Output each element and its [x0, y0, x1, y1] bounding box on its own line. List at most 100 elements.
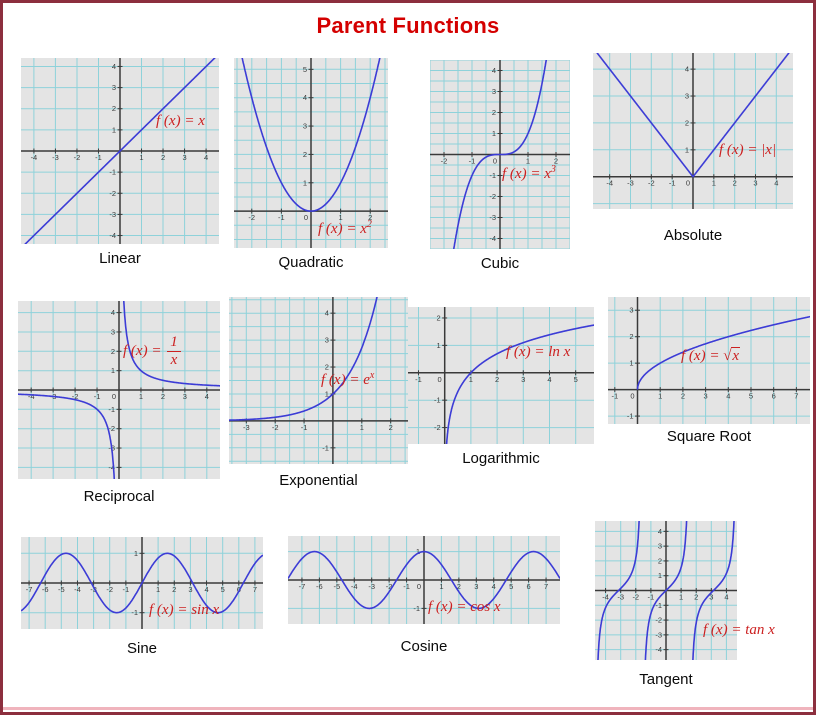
y-tick-label: 3: [492, 87, 496, 96]
x-tick-label: 4: [547, 375, 551, 384]
cubic-formula: f (x) = x3: [502, 165, 556, 182]
y-tick-label: 5: [303, 65, 307, 74]
x-tick-label: 2: [457, 582, 461, 591]
y-tick-label: 1: [111, 366, 115, 375]
x-tick-label: 3: [183, 392, 187, 401]
x-tick-label: -1: [415, 375, 422, 384]
chart-linear: -4 -3 -2 -1 1 2 3 4 -4 -3 -2 -1 1 2 3 4 f (x) = x Linea…: [21, 58, 219, 267]
x-tick-label: -7: [299, 582, 306, 591]
linear-formula: f (x) = x: [156, 114, 205, 129]
x-tick-label: 7: [253, 585, 257, 594]
formula-exponent: 3: [550, 164, 556, 175]
tangent-plot: -4 -3 -2 -1 1 2 3 4 -4 -3 -2 -1 1 2 3 4: [595, 521, 737, 660]
cubic-caption: Cubic: [480, 255, 520, 272]
y-tick-label: 4: [325, 309, 329, 318]
y-tick-label: 4: [111, 308, 115, 317]
formula-prefix: f (x) =: [123, 342, 166, 359]
x-tick-label: 2: [368, 213, 372, 222]
formula-exponent: x: [369, 370, 375, 381]
x-tick-label: 4: [724, 593, 728, 602]
y-tick-label: 2: [437, 313, 441, 322]
x-tick-label: -2: [648, 179, 655, 188]
y-tick-label: 4: [303, 93, 307, 102]
x-tick-label: 1: [712, 179, 716, 188]
y-tick-label: -4: [489, 234, 496, 243]
linear-plot: -4 -3 -2 -1 1 2 3 4 -4 -3 -2 -1 1 2 3 4: [21, 58, 219, 244]
y-tick-label: 1: [325, 389, 329, 398]
y-tick-label: 2: [629, 332, 633, 341]
sine-plot: -7 -6 -5 -4 -3 -2 -1 1 2 3 4 5 6 7 1 -1: [21, 537, 263, 629]
x-tick-label: 3: [704, 392, 708, 401]
function-curve: [18, 301, 220, 479]
quadratic-caption: Quadratic: [278, 254, 344, 271]
y-tick-label: 4: [112, 62, 116, 71]
formula-main: x: [360, 221, 367, 237]
y-tick-label: 4: [685, 65, 689, 74]
x-tick-label: -7: [26, 585, 33, 594]
x-tick-label: -2: [272, 423, 279, 432]
function-curve: [288, 550, 560, 610]
x-tick-label: 3: [474, 582, 478, 591]
axes: [408, 307, 594, 444]
x-tick-label: 1: [526, 157, 530, 166]
formula-sqrt: √x: [723, 347, 741, 364]
x-tick-label: -3: [52, 153, 59, 162]
x-tick-label: 1: [139, 153, 143, 162]
x-tick-label: -3: [243, 423, 250, 432]
x-tick-label: 3: [521, 375, 525, 384]
quadratic-formula: f (x) = x2: [318, 220, 372, 237]
x-tick-label: 0: [417, 582, 421, 591]
y-tick-label: 2: [325, 363, 329, 372]
x-tick-label: 4: [774, 179, 778, 188]
x-tick-label: 1: [139, 392, 143, 401]
x-tick-label: 0: [438, 375, 442, 384]
x-tick-label: -6: [316, 582, 323, 591]
x-tick-label: 1: [339, 213, 343, 222]
y-tick-label: 2: [112, 104, 116, 113]
y-tick-label: 3: [303, 122, 307, 131]
y-tick-label: 2: [111, 347, 115, 356]
logarithmic-caption: Logarithmic: [462, 450, 540, 467]
y-tick-label: 1: [658, 571, 662, 580]
y-tick-label: -3: [655, 630, 662, 639]
x-tick-label: -2: [74, 153, 81, 162]
formula-prefix: f (x) =: [321, 372, 364, 388]
x-tick-label: 2: [733, 179, 737, 188]
y-tick-label: 1: [629, 359, 633, 368]
y-tick-label: -2: [655, 616, 662, 625]
y-tick-label: 4: [658, 527, 662, 536]
square-root-caption: Square Root: [666, 428, 752, 445]
x-tick-label: 2: [172, 585, 176, 594]
x-tick-label: -2: [441, 157, 448, 166]
x-tick-label: -4: [74, 585, 81, 594]
logarithmic-plot: -1 0 1 2 3 4 5 -2 -1 1 2: [408, 307, 594, 444]
formula-prefix: f (x) =: [149, 602, 192, 618]
y-tick-label: -2: [489, 192, 496, 201]
x-tick-label: 5: [574, 375, 578, 384]
x-tick-label: -1: [123, 585, 130, 594]
formula-main: cos x: [470, 599, 501, 615]
chart-logarithmic: -1 0 1 2 3 4 5 -2 -1 1 2 f (x) = ln x Logarithmic: [408, 307, 594, 467]
y-tick-label: 1: [685, 145, 689, 154]
y-tick-label: -1: [434, 396, 441, 405]
linear-caption: Linear: [99, 250, 141, 267]
exponential-formula: f (x) = ex: [321, 371, 374, 388]
x-tick-label: 2: [161, 392, 165, 401]
y-tick-label: 1: [134, 549, 138, 558]
exponential-caption: Exponential: [279, 472, 358, 489]
x-tick-label: -4: [351, 582, 358, 591]
y-tick-label: -1: [109, 168, 116, 177]
x-tick-label: -1: [469, 157, 476, 166]
y-tick-label: 3: [111, 327, 115, 336]
x-tick-label: -1: [94, 392, 101, 401]
function-curve: [452, 60, 548, 249]
x-tick-label: -3: [627, 179, 634, 188]
page-title: Parent Functions: [316, 13, 500, 38]
axes: [229, 297, 408, 464]
x-tick-label: 1: [658, 392, 662, 401]
x-tick-label: 5: [749, 392, 753, 401]
x-tick-label: 0: [630, 392, 634, 401]
y-tick-label: -4: [655, 645, 662, 654]
x-tick-label: 0: [112, 392, 116, 401]
x-tick-label: -3: [90, 585, 97, 594]
